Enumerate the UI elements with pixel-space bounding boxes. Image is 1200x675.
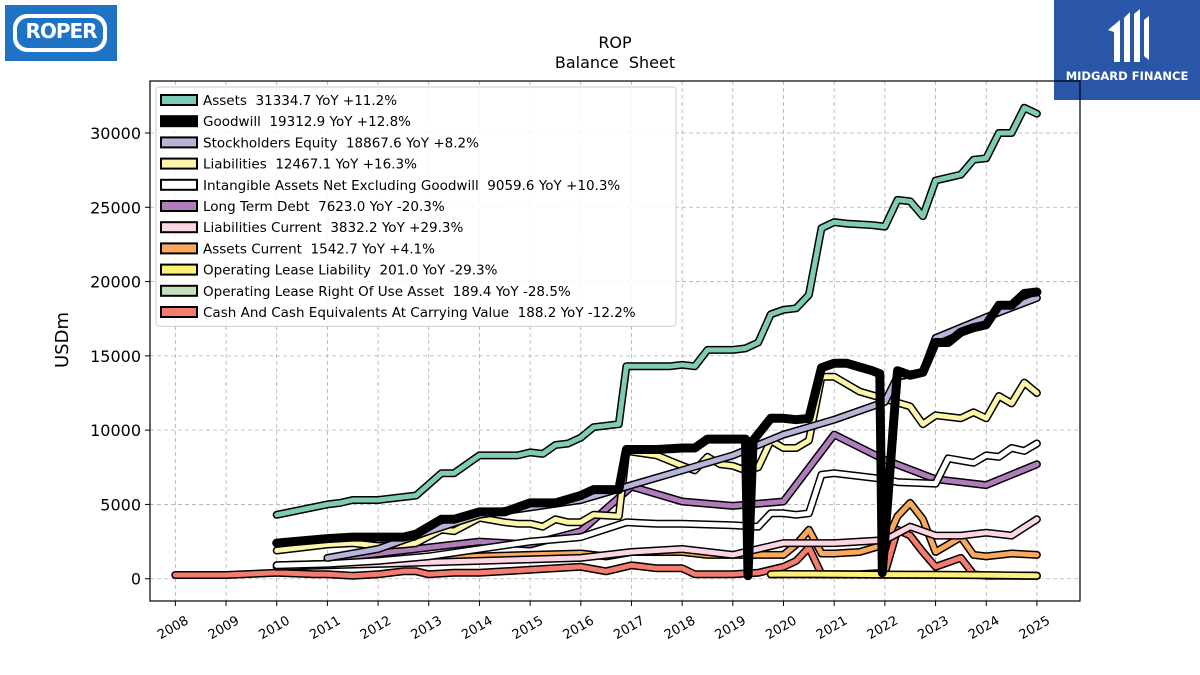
legend-label: Assets Current 1542.7 YoY +4.1%	[203, 241, 435, 257]
legend-swatch	[160, 221, 198, 234]
legend-label: Operating Lease Liability 201.0 YoY -29.…	[203, 263, 498, 279]
x-tick-label: 2022	[865, 613, 901, 643]
series-line	[274, 374, 1040, 553]
midgard-finance-logo: MIDGARD FINANCE	[1054, 0, 1200, 100]
y-axis-label: USDm	[52, 312, 73, 368]
series-line	[274, 441, 1040, 568]
y-tick-label: 25000	[90, 198, 141, 217]
x-tick-label: 2018	[662, 613, 698, 643]
series-line	[768, 571, 1040, 579]
chart-subtitle: Balance Sheet	[555, 53, 675, 72]
x-tick-label: 2012	[358, 613, 394, 643]
y-tick-label: 20000	[90, 273, 141, 292]
x-tick-label: 2020	[763, 613, 799, 643]
series-line	[274, 105, 1040, 518]
legend-label: Intangible Assets Net Excluding Goodwill…	[203, 178, 620, 194]
x-tick-label: 2008	[155, 613, 191, 643]
midgard-emblem-icon	[1108, 9, 1149, 62]
roper-logo: ROPER	[5, 5, 117, 61]
legend-swatch	[160, 263, 198, 276]
chart-title: ROP	[598, 33, 632, 52]
legend-label: Liabilities Current 3832.2 YoY +29.3%	[203, 220, 463, 236]
legend-label: Liabilities 12467.1 YoY +16.3%	[203, 157, 417, 173]
y-tick-label: 15000	[90, 347, 141, 366]
y-tick-label: 0	[131, 570, 141, 589]
x-tick-label: 2011	[307, 613, 343, 643]
legend-label: Long Term Debt 7623.0 YoY -20.3%	[203, 199, 445, 215]
legend-swatch	[160, 115, 198, 128]
x-tick-label: 2023	[915, 613, 951, 643]
legend-swatch	[160, 284, 198, 297]
y-tick-label: 5000	[100, 495, 141, 514]
x-tick-label: 2010	[257, 613, 293, 643]
x-tick-label: 2019	[713, 613, 749, 643]
y-tick-label: 30000	[90, 124, 141, 143]
legend-swatch	[160, 136, 198, 149]
series-line	[172, 527, 1040, 579]
x-tick-label: 2009	[206, 613, 242, 643]
plot-frame	[149, 80, 1081, 602]
series-line	[274, 500, 1040, 568]
legend-label: Stockholders Equity 18867.6 YoY +8.2%	[203, 135, 479, 151]
legend-swatch	[160, 157, 198, 170]
x-tick-label: 2015	[510, 613, 546, 643]
legend-swatch	[160, 178, 198, 191]
x-tick-label: 2014	[459, 613, 495, 643]
legend-swatch	[160, 94, 198, 106]
x-tick-label: 2021	[814, 613, 850, 643]
series-line	[324, 432, 1040, 562]
x-axis-ticks: 2008 2009 2010 2011 2012 2013 2014 2015 2016 2017…	[155, 601, 1053, 643]
x-tick-label: 2016	[561, 613, 597, 643]
legend-box	[155, 86, 677, 327]
y-axis-ticks: 0 5000 10000 15000 20000 25000 30000	[90, 124, 150, 589]
legend-label: Operating Lease Right Of Use Asset 189.4…	[203, 284, 571, 300]
legend-swatch	[160, 242, 198, 255]
series-line	[272, 287, 1042, 581]
legend-swatch	[160, 200, 198, 212]
series-lines	[171, 103, 1042, 581]
legend-label: Goodwill 19312.9 YoY +12.8%	[203, 114, 411, 130]
y-tick-label: 10000	[90, 421, 141, 440]
roper-logo-text: ROPER	[25, 19, 97, 43]
legend-swatch	[160, 306, 198, 318]
series-line	[274, 516, 1040, 570]
legend-label: Cash And Cash Equivalents At Carrying Va…	[203, 305, 636, 321]
x-tick-label: 2025	[1017, 613, 1053, 643]
legend: Assets 31334.7 YoY +11.2% Goodwill 19312.…	[155, 86, 677, 327]
x-tick-label: 2013	[409, 613, 445, 643]
x-tick-label: 2017	[611, 613, 647, 643]
legend-label: Assets 31334.7 YoY +11.2%	[203, 93, 397, 109]
x-tick-label: 2024	[966, 613, 1002, 643]
midgard-logo-text: MIDGARD FINANCE	[1065, 69, 1189, 83]
